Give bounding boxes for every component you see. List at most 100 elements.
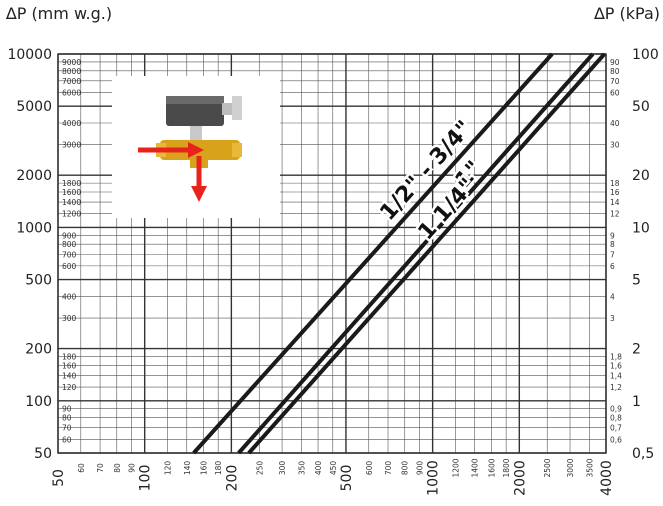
y-left-minor-tick-label: 800 xyxy=(62,240,77,249)
y-right-minor-tick-label: 1,8 xyxy=(610,353,622,362)
y-left-minor-tick-label: 600 xyxy=(62,262,77,271)
x-minor-tick-label: 900 xyxy=(415,461,424,476)
series-line-half-to-three-quarter-inch xyxy=(192,52,554,455)
valve-with-actuator-flow-icon xyxy=(138,96,242,202)
y-left-major-tick-label: 2000 xyxy=(16,168,52,184)
y-right-minor-tick-label: 0,6 xyxy=(610,435,622,444)
y-right-minor-tick-label: 90 xyxy=(610,58,620,67)
x-minor-tick-label: 300 xyxy=(278,461,287,476)
x-major-tick-label: 2000 xyxy=(512,460,528,496)
y-left-minor-tick-label: 300 xyxy=(62,314,77,323)
y-right-major-tick-label: 2 xyxy=(632,342,641,358)
y-left-major-tick-label: 5000 xyxy=(16,99,52,115)
y-right-major-tick-label: 10 xyxy=(632,220,650,236)
valve-inset xyxy=(112,76,280,218)
x-minor-tick-label: 800 xyxy=(401,461,410,476)
plot-frame xyxy=(57,53,607,454)
y-right-minor-tick-label: 4 xyxy=(610,292,615,301)
y-left-minor-tick-label: 8000 xyxy=(62,67,81,76)
x-minor-tick-label: 3500 xyxy=(585,458,594,477)
y-right-minor-tick-label: 14 xyxy=(610,198,620,207)
y-left-minor-tick-label: 180 xyxy=(62,353,77,362)
y-left-major-tick-label: 10000 xyxy=(7,47,52,63)
y-left-major-tick-label: 100 xyxy=(25,394,52,410)
y-right-minor-tick-label: 30 xyxy=(610,141,620,150)
y-right-minor-tick-label: 9 xyxy=(610,231,615,240)
y-left-minor-tick-label: 400 xyxy=(62,292,77,301)
y-right-minor-tick-label: 1,6 xyxy=(610,361,622,370)
x-minor-tick-label: 140 xyxy=(183,461,192,476)
y-right-minor-tick-label: 70 xyxy=(610,77,620,86)
y-left-minor-tick-label: 1400 xyxy=(62,198,81,207)
y-left-minor-tick-label: 80 xyxy=(62,414,72,423)
y-left-minor-tick-label: 160 xyxy=(62,361,77,370)
y-right-minor-tick-label: 0,8 xyxy=(610,414,622,423)
y-right-minor-tick-label: 6 xyxy=(610,262,615,271)
y-left-minor-tick-label: 700 xyxy=(62,250,77,259)
y-left-minor-tick-label: 4000 xyxy=(62,119,81,128)
y-right-minor-tick-label: 18 xyxy=(610,179,620,188)
y-right-minor-tick-label: 1,4 xyxy=(610,371,622,380)
y-right-minor-tick-label: 16 xyxy=(610,188,620,197)
y-left-minor-tick-label: 3000 xyxy=(62,141,81,150)
right-axis-title: ∆P (kPa) xyxy=(594,4,660,23)
y-left-minor-tick-label: 1800 xyxy=(62,179,81,188)
y-left-minor-tick-label: 1200 xyxy=(62,210,81,219)
y-left-minor-tick-label: 9000 xyxy=(62,58,81,67)
x-minor-tick-label: 400 xyxy=(314,461,323,476)
y-right-major-tick-label: 100 xyxy=(632,47,659,63)
x-minor-tick-label: 1200 xyxy=(451,458,460,477)
y-right-minor-tick-label: 3 xyxy=(610,314,615,323)
y-left-major-tick-label: 500 xyxy=(25,273,52,289)
tick-labels: 5010020050010002000500010000607080901201… xyxy=(7,47,658,496)
x-minor-tick-label: 160 xyxy=(199,461,208,476)
y-right-major-tick-label: 20 xyxy=(632,168,650,184)
y-right-minor-tick-label: 0,9 xyxy=(610,405,622,414)
x-minor-tick-label: 1800 xyxy=(502,458,511,477)
x-minor-tick-label: 3000 xyxy=(566,458,575,477)
plot-border xyxy=(57,53,607,454)
y-right-minor-tick-label: 8 xyxy=(610,240,615,249)
series-line-one-inch xyxy=(237,52,595,455)
y-right-major-tick-label: 50 xyxy=(632,99,650,115)
x-minor-tick-label: 80 xyxy=(113,463,122,473)
x-minor-tick-label: 1600 xyxy=(487,458,496,477)
y-left-minor-tick-label: 140 xyxy=(62,371,77,380)
x-major-tick-label: 100 xyxy=(138,465,154,492)
x-minor-tick-label: 90 xyxy=(128,463,137,473)
y-right-minor-tick-label: 80 xyxy=(610,67,620,76)
y-left-minor-tick-label: 900 xyxy=(62,231,77,240)
x-major-tick-label: 500 xyxy=(339,465,355,492)
grid-layer xyxy=(57,53,607,454)
x-major-tick-label: 1000 xyxy=(426,460,442,496)
series-labels: 1/2" - 3/4"1"1 1/4" xyxy=(373,114,490,248)
y-right-minor-tick-label: 0,7 xyxy=(610,424,622,433)
y-left-minor-tick-label: 1600 xyxy=(62,188,81,197)
x-minor-tick-label: 120 xyxy=(163,461,172,476)
x-minor-tick-label: 250 xyxy=(255,461,264,476)
y-right-minor-tick-label: 60 xyxy=(610,88,620,97)
x-minor-tick-label: 180 xyxy=(214,461,223,476)
y-left-major-tick-label: 50 xyxy=(34,446,52,462)
x-major-tick-label: 4000 xyxy=(599,460,615,496)
x-major-tick-label: 50 xyxy=(51,469,67,487)
y-left-minor-tick-label: 7000 xyxy=(62,77,81,86)
y-left-minor-tick-label: 120 xyxy=(62,383,77,392)
y-right-minor-tick-label: 12 xyxy=(610,210,620,219)
x-major-tick-label: 200 xyxy=(224,465,240,492)
y-right-minor-tick-label: 40 xyxy=(610,119,620,128)
y-left-major-tick-label: 200 xyxy=(25,342,52,358)
x-minor-tick-label: 1400 xyxy=(471,458,480,477)
y-left-minor-tick-label: 70 xyxy=(62,424,72,433)
x-minor-tick-label: 2500 xyxy=(543,458,552,477)
left-axis-title: ∆P (mm w.g.) xyxy=(6,4,113,23)
series-line-one-and-quarter-inch xyxy=(247,52,606,455)
y-left-minor-tick-label: 60 xyxy=(62,435,72,444)
y-right-major-tick-label: 1 xyxy=(632,394,641,410)
y-right-major-tick-label: 0,5 xyxy=(632,446,654,462)
y-right-minor-tick-label: 7 xyxy=(610,250,615,259)
x-minor-tick-label: 450 xyxy=(329,461,338,476)
x-minor-tick-label: 350 xyxy=(297,461,306,476)
x-minor-tick-label: 70 xyxy=(96,463,105,473)
